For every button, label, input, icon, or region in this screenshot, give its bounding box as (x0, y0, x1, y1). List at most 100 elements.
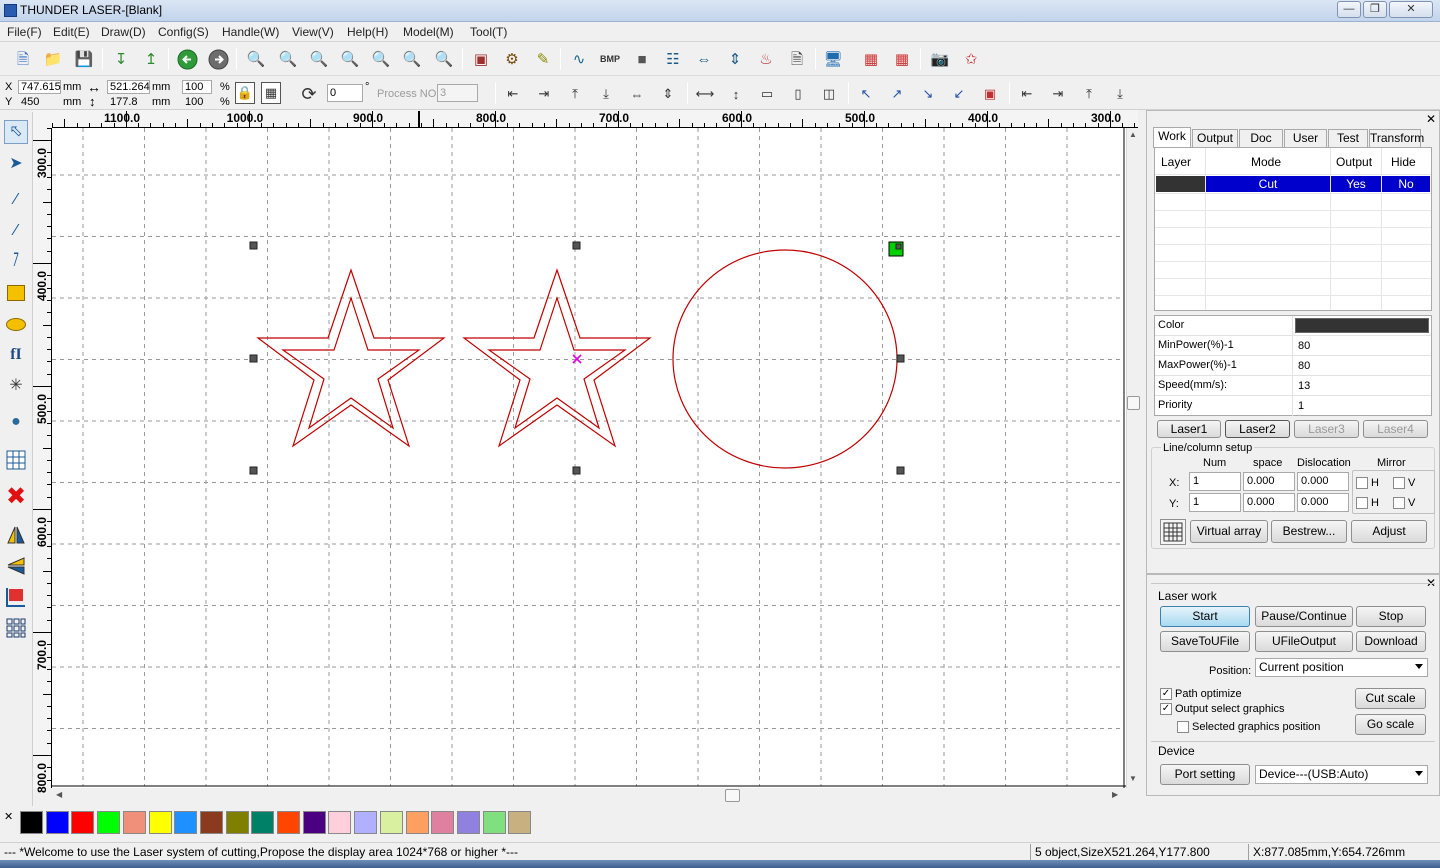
layer-hide-cell[interactable]: No (1382, 176, 1430, 192)
laser1-button[interactable]: Laser1 (1157, 420, 1221, 438)
scale-x-field[interactable]: 100 (182, 80, 212, 94)
ellipse-tool-icon[interactable] (4, 312, 28, 336)
tree-icon[interactable]: ☷ (666, 50, 680, 68)
monitor-icon[interactable]: 🖥 (823, 50, 843, 68)
move-topright-icon[interactable]: ↗ (891, 86, 903, 101)
menu-edit[interactable]: Edit(E) (53, 25, 90, 39)
move-center-icon[interactable]: ▣ (983, 86, 997, 101)
mirror-y-v-checkbox[interactable] (1393, 497, 1405, 509)
pause-continue-button[interactable]: Pause/Continue (1255, 606, 1353, 627)
array-y-disloc[interactable]: 0.000 (1297, 493, 1349, 512)
center-icon[interactable]: ◫ (822, 86, 836, 101)
handle-tm[interactable] (572, 241, 581, 250)
palette-swatch[interactable] (45, 811, 69, 834)
layer-mode-cell[interactable]: Cut (1206, 176, 1330, 192)
node-edit-icon[interactable]: ➤ (9, 155, 23, 172)
grid-tool-icon[interactable] (4, 448, 28, 472)
mirror-y-h-checkbox[interactable] (1356, 497, 1368, 509)
matrix-tool-icon[interactable] (4, 616, 28, 640)
device-select[interactable]: Device---(USB:Auto) (1255, 765, 1428, 784)
mirror-v-icon[interactable] (4, 554, 28, 578)
delete-tool-icon[interactable]: ✖ (5, 483, 27, 510)
left-edge-icon[interactable]: ⇤ (1021, 86, 1033, 101)
frame-icon[interactable]: ▣ (473, 50, 489, 68)
brush-icon[interactable]: ✎ (536, 50, 550, 68)
same-size-icon[interactable]: ▭ (760, 86, 774, 101)
array-x-disloc[interactable]: 0.000 (1297, 472, 1349, 491)
tab-test[interactable]: Test (1328, 129, 1368, 147)
layer-color-cell[interactable] (1156, 176, 1205, 192)
array-x-space[interactable]: 0.000 (1243, 472, 1295, 491)
mirror-h-icon[interactable] (4, 523, 28, 547)
menu-draw[interactable]: Draw(D) (101, 25, 146, 39)
lock-ratio-icon[interactable]: 🔒 (235, 82, 255, 104)
menu-view[interactable]: View(V) (292, 25, 334, 39)
grid-anchor-icon[interactable]: ▦ (261, 82, 281, 104)
palette-swatch[interactable] (354, 811, 378, 834)
align-left-icon[interactable]: ⇤ (507, 86, 519, 101)
align-vcenter-icon[interactable]: ⇕ (662, 86, 674, 101)
move-bottomright-icon[interactable]: ↘ (922, 86, 934, 101)
start-button[interactable]: Start (1160, 606, 1250, 627)
select-all-icon[interactable]: ▦ (863, 50, 879, 68)
zoom-window-icon[interactable]: 🔍 (434, 50, 454, 68)
palette-swatch[interactable] (148, 811, 172, 834)
prop-speed-value[interactable]: 13 (1298, 380, 1311, 392)
handle-bl[interactable] (249, 466, 258, 475)
zoom-out-icon[interactable]: 🔍 (309, 50, 329, 68)
magic-wand-icon[interactable]: ✩ (964, 50, 978, 68)
mirror-x-v-checkbox[interactable] (1393, 477, 1405, 489)
array-y-num[interactable]: 1 (1189, 493, 1241, 512)
panel-close-icon[interactable]: ✕ (1425, 112, 1436, 126)
height-field[interactable]: 177.8 (110, 96, 138, 108)
layer-output-cell[interactable]: Yes (1331, 176, 1381, 192)
rect-icon[interactable]: ■ (637, 50, 647, 68)
doc-icon[interactable]: 🗎 (790, 50, 804, 68)
curve-tool-icon[interactable]: ⧶ (13, 253, 19, 270)
process-field[interactable]: 3 (437, 84, 478, 102)
x-field[interactable]: 747.615 (18, 80, 61, 94)
zoom-pan-icon[interactable]: 🔍 (246, 50, 266, 68)
same-width-icon[interactable]: ⟷ (695, 86, 715, 101)
rotate-icon[interactable]: ⟳ (301, 83, 317, 104)
handle-ml[interactable] (249, 354, 258, 363)
menu-model[interactable]: Model(M) (403, 25, 454, 39)
star-left-outer[interactable] (256, 268, 446, 448)
palette-swatch[interactable] (277, 811, 300, 834)
line-tool-icon[interactable]: ∕ (14, 191, 18, 208)
palette-swatch[interactable] (405, 811, 429, 834)
handle-br[interactable] (896, 466, 905, 475)
virtual-array-button[interactable]: Virtual array (1190, 520, 1268, 543)
node-icon[interactable]: ⚙ (505, 50, 519, 68)
output-select-checkbox[interactable]: ✓ (1160, 703, 1172, 715)
select-icon[interactable]: ▦ (894, 50, 910, 68)
palette-swatch[interactable] (97, 811, 121, 834)
prop-priority-value[interactable]: 1 (1298, 400, 1305, 412)
align-right-icon[interactable]: ⇥ (538, 86, 550, 101)
menu-handle[interactable]: Handle(W) (222, 25, 280, 39)
camera-icon[interactable]: 📷 (930, 50, 950, 68)
palette-swatch[interactable] (302, 811, 326, 834)
prop-minpower-value[interactable]: 80 (1298, 340, 1311, 352)
zoom-select-icon[interactable]: 🔍 (371, 50, 391, 68)
select-tool-icon[interactable]: ⬁ (4, 120, 28, 144)
undo-icon[interactable] (175, 47, 199, 71)
distribute-icon[interactable]: ⇔ (696, 50, 712, 68)
adjust-button[interactable]: Adjust (1351, 520, 1427, 543)
palette-swatch[interactable] (174, 811, 198, 834)
palette-swatch[interactable] (431, 811, 455, 834)
vertical-size-icon[interactable]: ▯ (794, 86, 802, 101)
star-middle-outer[interactable] (462, 268, 652, 448)
mirror-x-h-checkbox[interactable] (1356, 477, 1368, 489)
selected-pos-checkbox[interactable] (1177, 721, 1189, 733)
palette-swatch[interactable] (251, 811, 275, 834)
laser4-button[interactable]: Laser4 (1363, 420, 1428, 438)
array-grid-icon[interactable] (1160, 519, 1186, 545)
array-x-num[interactable]: 1 (1189, 472, 1241, 491)
scroll-up-icon[interactable]: ▲ (1129, 130, 1137, 139)
menu-tool[interactable]: Tool(T) (470, 25, 508, 39)
align-top-icon[interactable]: ⤒ (572, 86, 578, 101)
array-y-space[interactable]: 0.000 (1243, 493, 1295, 512)
palette-swatch[interactable] (225, 811, 249, 834)
zoom-page-icon[interactable]: 🔍 (340, 50, 360, 68)
